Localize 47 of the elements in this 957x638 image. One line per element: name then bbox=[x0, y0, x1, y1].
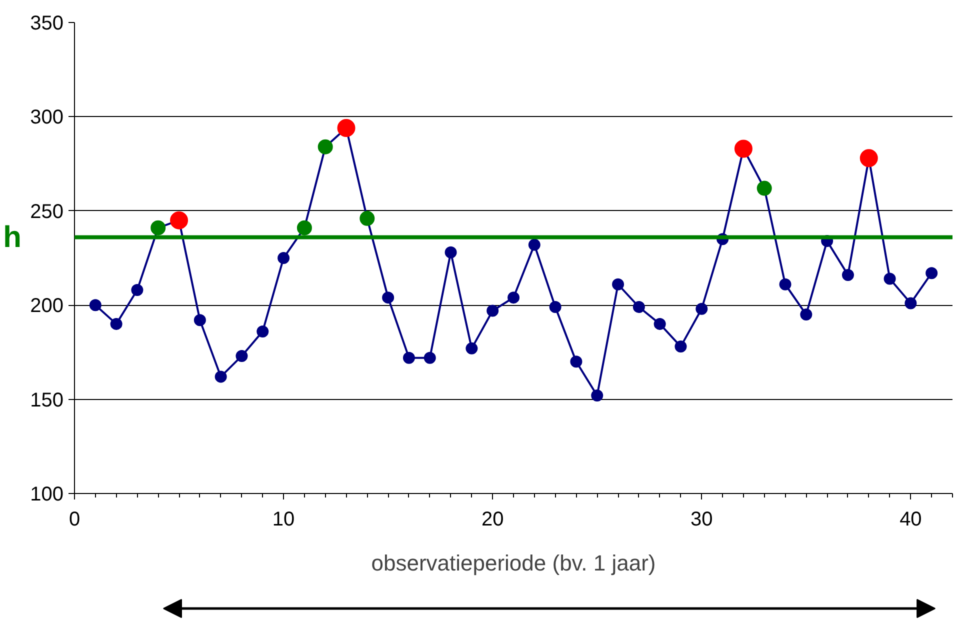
x-tick-label: 40 bbox=[900, 508, 922, 530]
point bbox=[337, 119, 356, 137]
x-tick-label: 30 bbox=[690, 508, 713, 530]
x-axis-title: observatieperiode (bv. 1 jaar) bbox=[371, 550, 656, 576]
point bbox=[508, 292, 520, 304]
point bbox=[466, 342, 478, 354]
point bbox=[904, 297, 917, 310]
y-tick-label: 150 bbox=[30, 389, 64, 412]
point bbox=[549, 300, 562, 313]
point bbox=[382, 292, 394, 304]
point bbox=[424, 352, 436, 364]
point bbox=[110, 318, 122, 330]
point bbox=[444, 246, 457, 258]
point bbox=[131, 284, 144, 296]
y-tick-label: 350 bbox=[30, 12, 64, 34]
y-tick-label: 100 bbox=[30, 484, 64, 506]
point bbox=[800, 308, 812, 321]
point bbox=[734, 140, 752, 158]
point bbox=[612, 278, 624, 290]
point bbox=[194, 314, 206, 326]
point bbox=[842, 268, 854, 281]
point bbox=[654, 318, 666, 330]
point bbox=[236, 350, 248, 362]
point bbox=[860, 149, 878, 168]
point bbox=[278, 252, 290, 264]
point bbox=[256, 325, 269, 338]
ref-line-label: h bbox=[3, 220, 22, 254]
x-tick-label: 10 bbox=[272, 508, 295, 530]
point bbox=[779, 278, 792, 290]
point bbox=[926, 267, 938, 280]
point bbox=[570, 356, 582, 368]
point bbox=[884, 272, 896, 285]
x-tick-label: 20 bbox=[481, 508, 504, 530]
point bbox=[696, 302, 708, 315]
y-tick-label: 200 bbox=[30, 295, 64, 318]
point bbox=[528, 238, 540, 251]
x-tick-label: 0 bbox=[68, 508, 80, 530]
point bbox=[486, 304, 499, 317]
point bbox=[591, 390, 604, 402]
point bbox=[170, 211, 188, 230]
point bbox=[402, 352, 415, 364]
point bbox=[89, 299, 102, 312]
y-tick-label: 300 bbox=[30, 106, 64, 129]
y-tick-label: 250 bbox=[30, 200, 64, 223]
point bbox=[214, 370, 227, 383]
point bbox=[674, 340, 687, 353]
point bbox=[632, 300, 645, 313]
